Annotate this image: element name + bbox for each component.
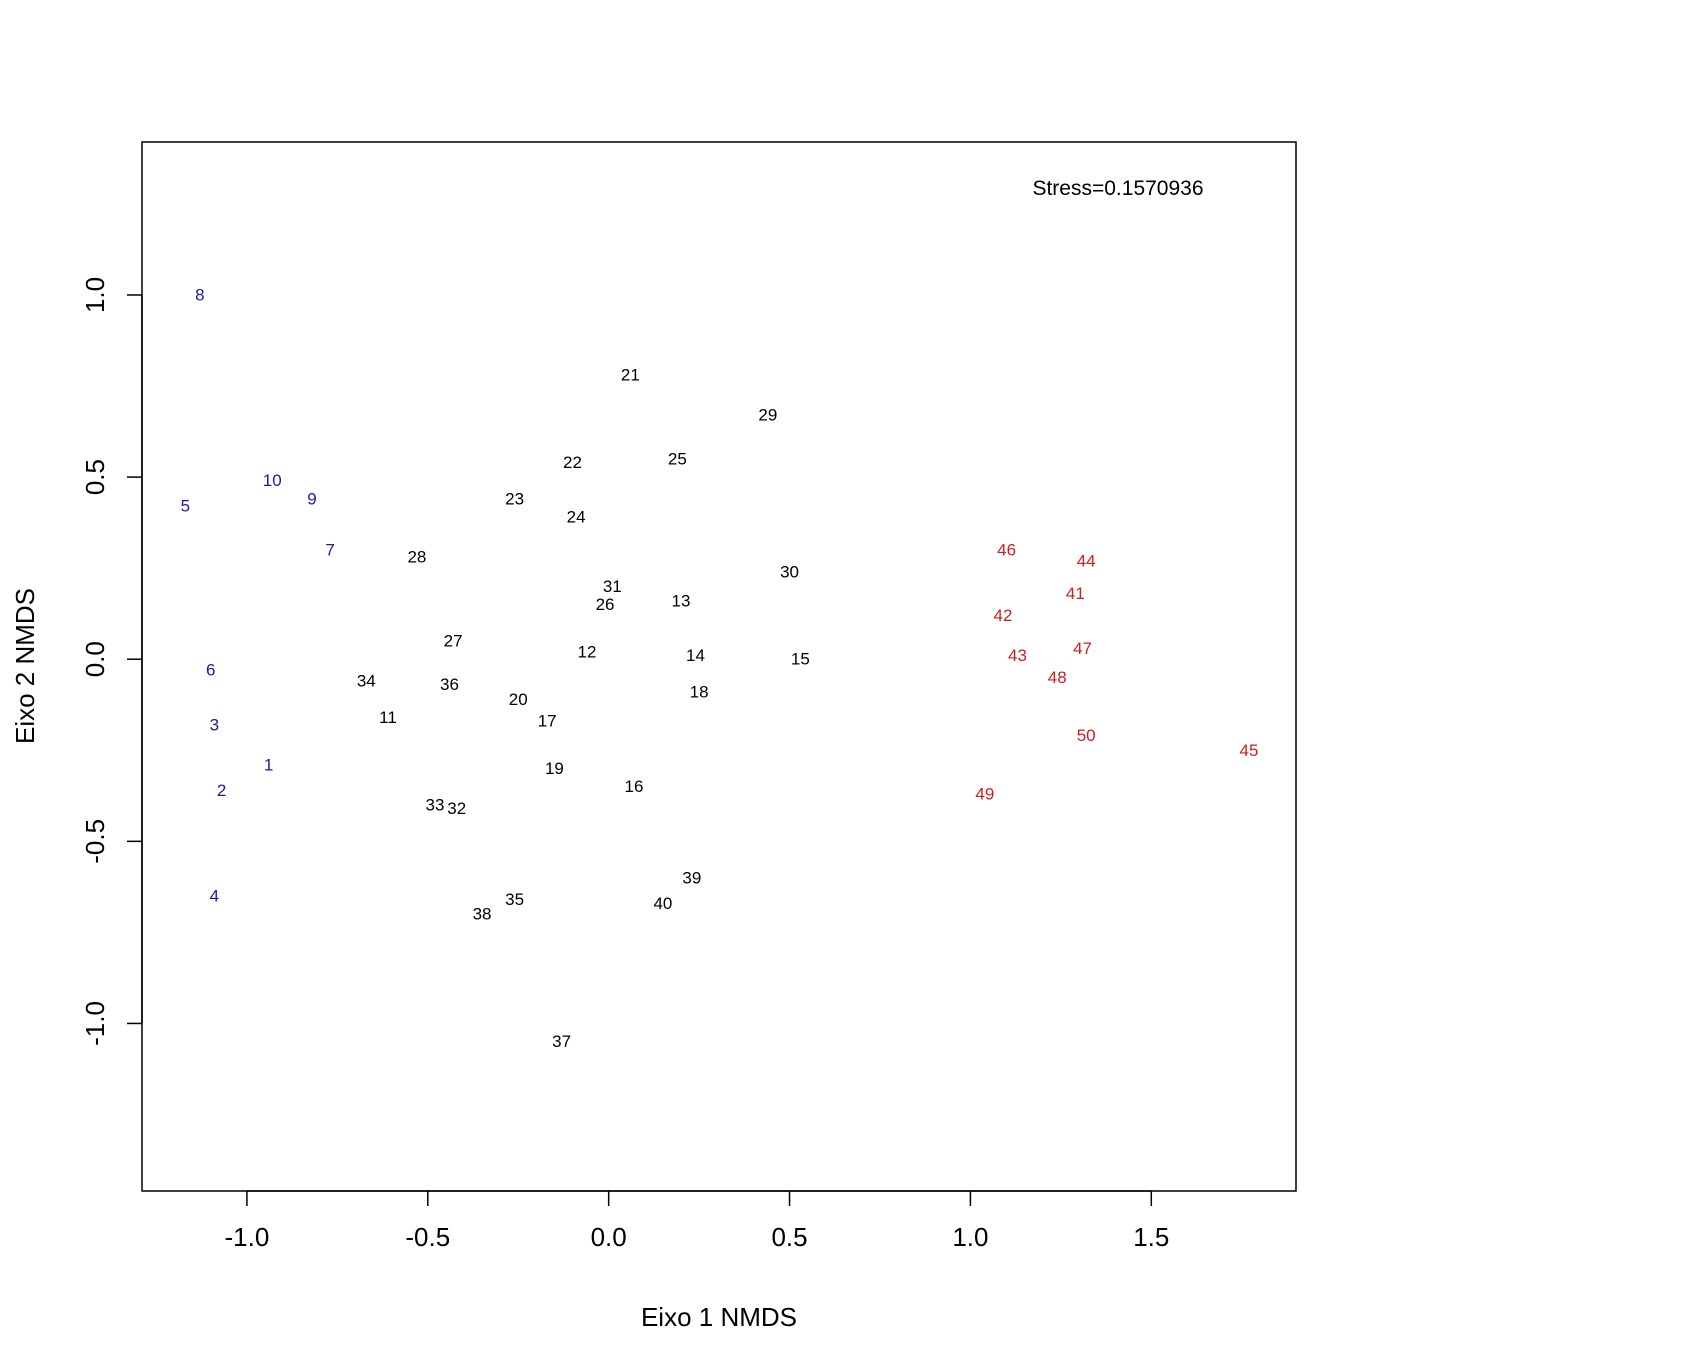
data-point-label-41: 41 [1066,584,1085,603]
x-tick-label: 1.0 [952,1222,988,1252]
data-point-label-21: 21 [621,366,640,385]
data-point-label-44: 44 [1077,551,1096,570]
data-point-label-16: 16 [625,777,644,796]
data-point-label-49: 49 [975,784,994,803]
data-point-label-12: 12 [577,642,596,661]
data-point-label-10: 10 [263,471,282,490]
data-point-label-1: 1 [264,755,273,774]
y-tick-label: -1.0 [80,1001,110,1046]
data-point-label-11: 11 [379,708,397,727]
data-point-label-28: 28 [407,548,426,567]
x-axis-label: Eixo 1 NMDS [641,1302,797,1332]
data-point-label-27: 27 [444,632,463,651]
data-point-label-26: 26 [596,595,615,614]
x-axis: -1.0 -0.5 0.0 0.5 1.0 1.5 [225,1190,1169,1252]
data-point-label-36: 36 [440,675,459,694]
data-point-label-37: 37 [552,1032,571,1051]
y-axis-label: Eixo 2 NMDS [10,588,40,744]
plot-frame [141,141,1297,1192]
data-point-label-4: 4 [210,886,219,905]
y-tick-label: 1.0 [80,277,110,313]
data-point-label-2: 2 [217,781,226,800]
x-tick-label: -1.0 [225,1222,270,1252]
data-point-label-24: 24 [567,508,586,527]
data-point-label-46: 46 [997,540,1016,559]
data-point-label-15: 15 [791,650,810,669]
x-tick-label: -0.5 [405,1222,450,1252]
data-point-label-23: 23 [505,489,524,508]
data-point-label-5: 5 [181,497,190,516]
data-point-label-33: 33 [426,795,445,814]
x-tick-label: 1.5 [1133,1222,1169,1252]
data-point-label-38: 38 [473,905,492,924]
data-point-label-7: 7 [325,540,334,559]
data-point-label-19: 19 [545,759,564,778]
y-tick-label: 0.0 [80,641,110,677]
data-point-label-13: 13 [672,591,691,610]
data-point-label-14: 14 [686,646,705,665]
data-point-label-30: 30 [780,562,799,581]
data-point-label-50: 50 [1077,726,1096,745]
x-tick-label: 0.0 [591,1222,627,1252]
data-point-label-6: 6 [206,661,215,680]
data-point-label-17: 17 [538,712,557,731]
data-point-label-9: 9 [307,489,316,508]
data-point-label-25: 25 [668,449,687,468]
data-point-label-43: 43 [1008,646,1027,665]
y-tick-label: -0.5 [80,819,110,864]
data-point-label-34: 34 [357,672,376,691]
data-point-label-3: 3 [210,715,219,734]
data-point-label-20: 20 [509,690,528,709]
data-point-label-39: 39 [682,868,701,887]
data-point-label-31: 31 [603,577,622,596]
data-point-label-29: 29 [758,406,777,425]
stress-annotation: Stress=0.1570936 [1032,177,1203,200]
data-point-label-32: 32 [447,799,466,818]
y-tick-label: 0.5 [80,459,110,495]
data-point-label-42: 42 [994,606,1013,625]
x-tick-label: 0.5 [771,1222,807,1252]
data-point-label-45: 45 [1240,741,1259,760]
data-point-label-8: 8 [195,285,204,304]
data-point-label-22: 22 [563,453,582,472]
data-point-label-18: 18 [690,682,709,701]
data-point-label-35: 35 [505,890,524,909]
data-point-label-48: 48 [1048,668,1067,687]
data-point-label-47: 47 [1073,639,1092,658]
data-point-label-40: 40 [653,894,672,913]
y-axis: -1.0 -0.5 0.0 0.5 1.0 [80,277,143,1046]
